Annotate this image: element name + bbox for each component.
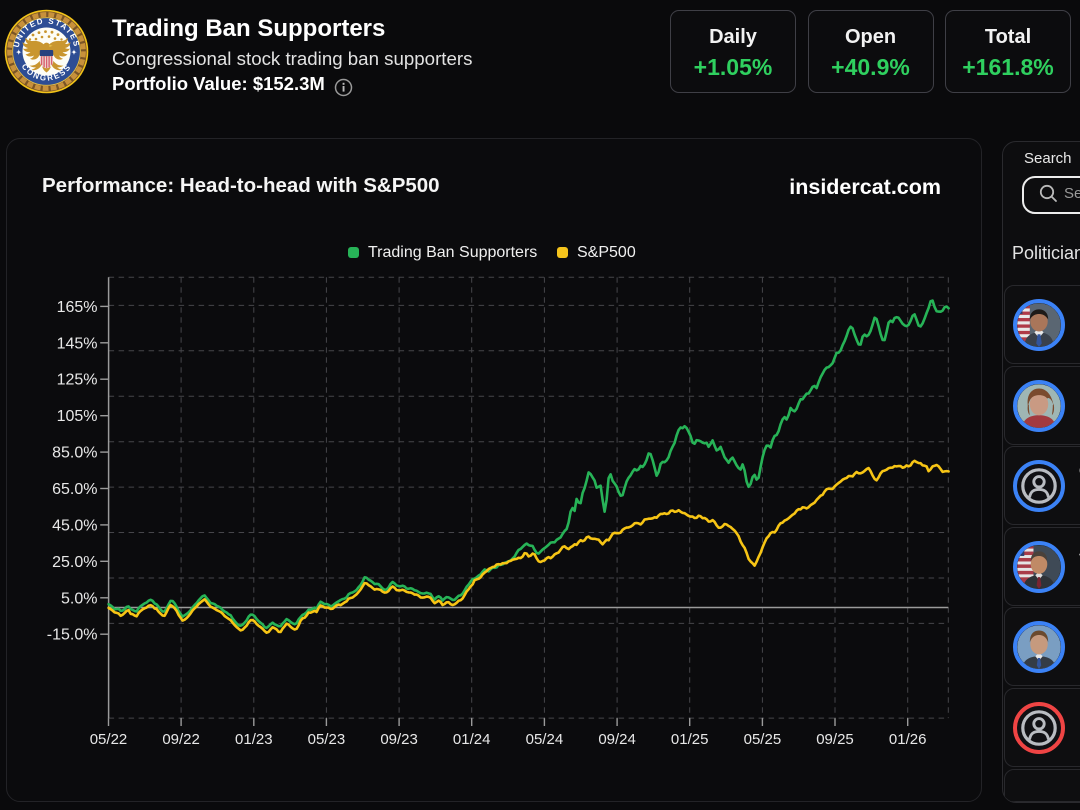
svg-text:85.0%: 85.0% xyxy=(52,445,97,462)
svg-text:125%: 125% xyxy=(57,372,98,389)
svg-text:165%: 165% xyxy=(57,299,98,316)
svg-text:09/25: 09/25 xyxy=(816,731,854,748)
svg-text:105%: 105% xyxy=(57,408,98,425)
svg-text:✦: ✦ xyxy=(71,49,77,57)
svg-text:09/22: 09/22 xyxy=(162,731,200,748)
svg-text:05/25: 05/25 xyxy=(744,731,782,748)
svg-text:01/24: 01/24 xyxy=(453,731,491,748)
svg-text:05/23: 05/23 xyxy=(308,731,346,748)
svg-text:01/23: 01/23 xyxy=(235,731,273,748)
svg-text:05/22: 05/22 xyxy=(90,731,128,748)
svg-text:09/23: 09/23 xyxy=(380,731,418,748)
svg-text:01/25: 01/25 xyxy=(671,731,709,748)
svg-text:5.0%: 5.0% xyxy=(61,590,97,607)
svg-text:05/24: 05/24 xyxy=(526,731,564,748)
svg-text:45.0%: 45.0% xyxy=(52,517,97,534)
svg-text:01/26: 01/26 xyxy=(889,731,927,748)
svg-text:25.0%: 25.0% xyxy=(52,554,97,571)
svg-text:09/24: 09/24 xyxy=(598,731,636,748)
svg-text:145%: 145% xyxy=(57,335,98,352)
svg-text:-15.0%: -15.0% xyxy=(47,627,98,644)
svg-text:✦: ✦ xyxy=(16,49,22,57)
svg-text:65.0%: 65.0% xyxy=(52,481,97,498)
